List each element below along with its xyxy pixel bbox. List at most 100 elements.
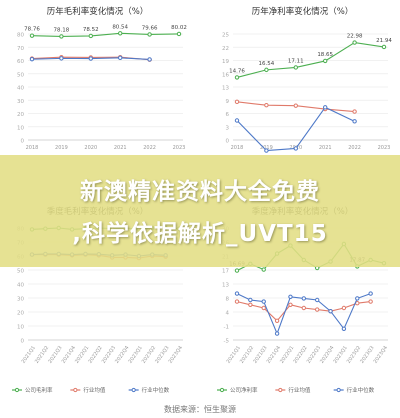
y-tick-label: 0 [226, 139, 230, 145]
data-point [301, 296, 307, 301]
data-label: 78.18 [54, 27, 70, 33]
y-tick-label: 70 [17, 46, 24, 52]
y-tick-label: 4 [226, 311, 230, 317]
y-tick-label: 3 [226, 125, 230, 131]
y-tick-label: 50 [17, 269, 24, 275]
x-tick-label: 2023 [173, 145, 186, 151]
data-point [368, 291, 373, 296]
data-point [147, 57, 152, 62]
banner-title-line1: 新澳精准资料大全免费 [80, 179, 320, 205]
y-tick-label: 13 [222, 86, 229, 92]
legend-marker [278, 387, 283, 393]
data-point [147, 32, 152, 37]
data-point [368, 299, 373, 304]
x-tick-label: 2021 [114, 145, 127, 151]
data-label: 78.52 [83, 27, 99, 33]
y-tick-label: 20 [17, 112, 24, 118]
data-label: 21.94 [376, 38, 392, 44]
y-tick-label: 13 [222, 283, 229, 289]
series-line [236, 41, 385, 78]
data-point [341, 326, 347, 332]
data-point [301, 305, 307, 311]
data-point [234, 299, 240, 304]
data-point [352, 40, 357, 45]
data-point [248, 297, 253, 303]
data-point [293, 103, 299, 108]
legend-label: 公司毛利率 [25, 386, 53, 394]
x-tick-label: 2018 [231, 145, 244, 151]
data-label: 18.65 [317, 52, 333, 58]
annual-gross-margin-plot: 历年毛利率变化情况（%） 0 10 20 30 40 50 60 70 80 2018 2019 202… [17, 6, 187, 151]
x-tick-label: 2018 [26, 145, 39, 151]
data-point [234, 118, 240, 123]
data-point [261, 267, 266, 272]
y-tick-label: 60 [17, 59, 24, 65]
data-point [88, 56, 94, 61]
data-label: 78.76 [24, 27, 40, 33]
data-point [328, 309, 333, 314]
data-point [261, 305, 266, 311]
data-point [323, 58, 328, 64]
x-tick-label: 2023 [378, 145, 391, 151]
data-point [352, 119, 357, 124]
data-point [314, 297, 320, 303]
data-label: 16.54 [259, 61, 275, 67]
data-point [274, 318, 280, 324]
y-tick-label: 20 [17, 311, 24, 317]
data-point [118, 55, 123, 61]
data-point [288, 302, 293, 308]
y-tick-label: 40 [17, 86, 24, 92]
legend-label: 公司净利率 [230, 386, 258, 394]
y-tick-label: 0 [21, 139, 25, 145]
legend-marker [219, 387, 225, 393]
annual-net-margin-chart: 历年净利率变化情况（%）0369131619222520182019202020… [205, 0, 400, 160]
x-tick-label: 2019 [55, 145, 68, 151]
data-point [352, 109, 357, 114]
y-tick-label: 22 [222, 46, 229, 52]
y-tick-label: -5 [224, 339, 230, 345]
legend-marker [73, 387, 78, 393]
data-label: 80.54 [112, 24, 128, 30]
annual-net-margin-plot: 历年净利率变化情况（%）0369131619222520182019202020… [222, 6, 392, 153]
data-point [261, 299, 266, 304]
legend-marker [131, 387, 136, 393]
overlay-banner [0, 155, 400, 267]
y-tick-label: 17 [222, 269, 229, 275]
data-point [248, 302, 253, 308]
data-point [381, 44, 387, 50]
y-tick-label: -1 [224, 325, 229, 331]
y-tick-label: 30 [17, 297, 24, 303]
y-tick-label: 25 [222, 33, 229, 39]
legend-label: 行业均值 [83, 386, 106, 394]
y-tick-label: 30 [17, 99, 24, 105]
legend-label: 行业均值 [288, 386, 311, 394]
data-point [59, 56, 64, 61]
x-tick-label: 2022 [348, 145, 361, 151]
x-tick-label: 2019 [260, 145, 273, 151]
x-tick-label: 2023Q4 [168, 345, 184, 365]
annual-gross-margin-chart: 历年毛利率变化情况（%） 0 10 20 30 40 50 60 70 80 2018 2019 202… [0, 0, 195, 160]
chart-title: 历年毛利率变化情况（%） [47, 6, 149, 17]
x-tick-label: 2020 [84, 145, 97, 151]
y-tick-label: 0 [21, 339, 25, 345]
y-tick-label: 10 [17, 325, 24, 331]
data-point [234, 75, 240, 80]
data-point [264, 103, 269, 108]
legend-label: 行业中位数 [347, 386, 375, 394]
y-tick-label: 6 [226, 112, 230, 118]
legend-marker [336, 387, 341, 393]
chart-title: 历年净利率变化情况（%） [252, 6, 354, 17]
legend-label: 行业中位数 [142, 386, 170, 394]
data-point [234, 268, 240, 273]
data-point [88, 33, 94, 39]
legend-marker [14, 387, 20, 393]
data-point [234, 99, 240, 105]
data-label: 14.76 [229, 68, 245, 74]
y-tick-label: 50 [17, 72, 24, 78]
data-point [293, 146, 299, 151]
data-point [274, 331, 280, 336]
banner-title-line2: ,科学依据解析_UVT15 [72, 221, 328, 247]
y-tick-label: 8 [226, 297, 230, 303]
data-point [29, 33, 35, 38]
series-line [236, 301, 371, 322]
